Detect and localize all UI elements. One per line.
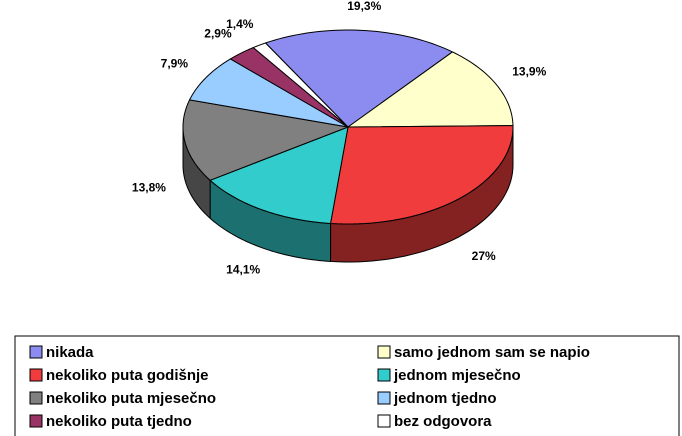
- slice: [229, 46, 349, 128]
- legend-swatch: [377, 368, 391, 382]
- data-label: 13,8%: [132, 180, 166, 194]
- legend-swatch: [29, 345, 43, 359]
- data-label: 27%: [472, 249, 496, 263]
- legend-label: bez odgovora: [394, 413, 492, 430]
- data-label: 7,9%: [161, 56, 189, 70]
- data-label: 14,1%: [226, 263, 260, 277]
- slice: [188, 58, 349, 128]
- legend-label: jednom mjesečno: [393, 367, 521, 384]
- legend-swatch: [29, 391, 43, 405]
- legend-swatch: [377, 391, 391, 405]
- slice: [346, 51, 514, 128]
- slice: [209, 126, 349, 224]
- legend-swatch: [29, 414, 43, 428]
- legend-label: jednom tjedno: [393, 390, 497, 407]
- legend-label: nikada: [46, 344, 94, 361]
- legend-label: nekoliko puta tjedno: [46, 413, 192, 430]
- legend-swatch: [377, 414, 391, 428]
- legend-swatch: [29, 368, 43, 382]
- legend-box: [14, 335, 680, 436]
- data-label: 13,9%: [512, 65, 546, 79]
- data-label: 2,9%: [204, 26, 232, 40]
- slice: [264, 29, 454, 128]
- data-label: 1,4%: [226, 17, 254, 31]
- data-label: 19,3%: [347, 0, 381, 13]
- legend-label: nekoliko puta mjesečno: [46, 390, 216, 407]
- slice: [252, 42, 349, 128]
- legend-label: samo jednom sam se napio: [394, 344, 590, 361]
- legend-label: nekoliko puta godišnje: [46, 367, 209, 384]
- legend-swatch: [377, 345, 391, 359]
- slice: [329, 125, 514, 225]
